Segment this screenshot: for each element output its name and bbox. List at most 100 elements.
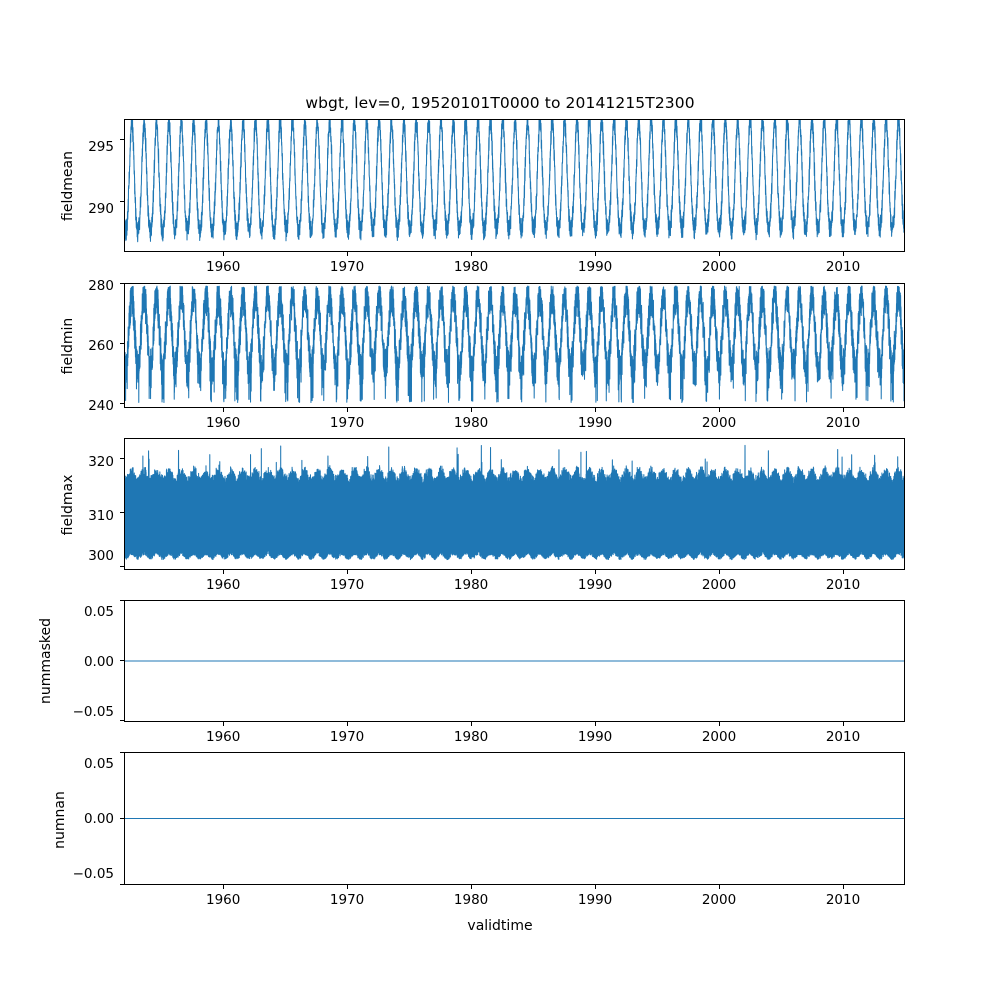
xtick-mark: [471, 408, 473, 412]
xtick-label-fieldmax-1: 1970: [329, 577, 365, 593]
xtick-label-fieldmean-5: 2010: [825, 259, 861, 275]
xtick-label-fieldmean-1: 1970: [329, 259, 365, 275]
ytick-mark: [120, 403, 124, 405]
xtick-label-fieldmax-2: 1980: [453, 577, 489, 593]
xtick-mark: [347, 885, 349, 889]
axes-fieldmax: [124, 438, 905, 570]
xtick-mark: [595, 722, 597, 726]
xtick-mark: [223, 252, 225, 256]
xtick-mark: [843, 885, 845, 889]
xtick-label-fieldmean-4: 2000: [701, 259, 737, 275]
plot-line-fieldmax: [125, 444, 904, 561]
axes-nummasked: [124, 600, 905, 722]
plot-line-fieldmin: [125, 285, 904, 404]
xtick-mark: [347, 408, 349, 412]
xtick-label-fieldmin-5: 2010: [825, 415, 861, 431]
xtick-label-numnan-4: 2000: [701, 892, 737, 908]
xtick-mark: [719, 252, 721, 256]
xtick-label-fieldmean-3: 1990: [577, 259, 613, 275]
xtick-label-fieldmean-0: 1960: [206, 259, 241, 275]
ylabel-fieldmin: fieldmin: [60, 317, 76, 375]
xtick-mark: [719, 722, 721, 726]
xtick-mark: [471, 722, 473, 726]
ytick-mark: [120, 458, 124, 460]
ytick-fieldmax-0: 320: [88, 454, 114, 470]
xtick-mark: [595, 885, 597, 889]
ytick-fieldmax-2: 300: [88, 548, 114, 564]
xtick-label-nummasked-2: 1980: [453, 729, 489, 745]
ytick-mark: [120, 139, 124, 141]
ytick-fieldmax-1: 310: [88, 508, 114, 524]
xtick-label-fieldmax-0: 1960: [206, 577, 241, 593]
plot-line-nummasked: [125, 660, 904, 662]
xlabel-validtime: validtime: [467, 918, 533, 934]
xtick-mark: [843, 570, 845, 574]
ytick-numnan-1: 0.00: [83, 811, 114, 827]
xtick-mark: [719, 885, 721, 889]
plot-line-fieldmean: [125, 120, 904, 243]
xtick-label-fieldmin-0: 1960: [206, 415, 241, 431]
ytick-nummasked-0: 0.05: [83, 604, 114, 620]
xtick-mark: [843, 252, 845, 256]
ytick-mark: [120, 283, 124, 285]
ytick-fieldmean-1: 290: [88, 201, 114, 217]
xtick-mark: [595, 252, 597, 256]
xtick-label-nummasked-1: 1970: [329, 729, 365, 745]
ytick-mark: [120, 720, 124, 722]
xtick-label-fieldmin-2: 1980: [453, 415, 489, 431]
ytick-nummasked-1: 0.00: [83, 654, 114, 670]
ytick-mark: [120, 752, 124, 754]
axes-fieldmin: [124, 283, 905, 408]
xtick-label-fieldmean-2: 1980: [453, 259, 489, 275]
xtick-mark: [223, 408, 225, 412]
axes-fieldmean: [124, 119, 905, 252]
xtick-label-numnan-0: 1960: [206, 892, 241, 908]
xtick-mark: [595, 570, 597, 574]
ylabel-fieldmean: fieldmean: [60, 151, 76, 221]
xtick-label-fieldmin-3: 1990: [577, 415, 613, 431]
xtick-mark: [223, 722, 225, 726]
ytick-nummasked-2: −0.05: [72, 704, 114, 720]
xtick-mark: [471, 570, 473, 574]
ytick-mark: [120, 512, 124, 514]
ytick-mark: [120, 600, 124, 602]
ytick-numnan-0: 0.05: [83, 756, 114, 772]
xtick-label-fieldmax-3: 1990: [577, 577, 613, 593]
xtick-label-nummasked-0: 1960: [206, 729, 241, 745]
xtick-mark: [347, 252, 349, 256]
ytick-fieldmin-2: 240: [88, 398, 114, 414]
xtick-label-fieldmax-4: 2000: [701, 577, 737, 593]
xtick-mark: [471, 885, 473, 889]
ylabel-fieldmax: fieldmax: [60, 474, 76, 536]
figure-title: wbgt, lev=0, 19520101T0000 to 20141215T2…: [305, 94, 695, 112]
xtick-mark: [223, 885, 225, 889]
xtick-mark: [347, 570, 349, 574]
xtick-label-numnan-3: 1990: [577, 892, 613, 908]
ytick-mark: [120, 818, 124, 820]
xtick-label-numnan-2: 1980: [453, 892, 489, 908]
xtick-mark: [843, 722, 845, 726]
xtick-mark: [595, 408, 597, 412]
ytick-fieldmin-0: 280: [88, 278, 114, 294]
axes-numnan: [124, 752, 905, 885]
ytick-mark: [120, 343, 124, 345]
xtick-label-numnan-5: 2010: [825, 892, 861, 908]
plot-line-numnan: [125, 817, 904, 820]
ytick-fieldmean-0: 295: [88, 139, 114, 155]
xtick-label-numnan-1: 1970: [329, 892, 365, 908]
ytick-mark: [120, 201, 124, 203]
xtick-mark: [347, 722, 349, 726]
xtick-label-nummasked-3: 1990: [577, 729, 613, 745]
xtick-mark: [471, 252, 473, 256]
ytick-numnan-2: −0.05: [72, 866, 114, 882]
xtick-label-nummasked-4: 2000: [701, 729, 737, 745]
xtick-mark: [223, 570, 225, 574]
xtick-label-fieldmin-1: 1970: [329, 415, 365, 431]
xtick-mark: [719, 408, 721, 412]
xtick-label-nummasked-5: 2010: [825, 729, 861, 745]
xtick-label-fieldmin-4: 2000: [701, 415, 737, 431]
ytick-mark: [120, 660, 124, 662]
xtick-mark: [719, 570, 721, 574]
ytick-mark: [120, 566, 124, 568]
